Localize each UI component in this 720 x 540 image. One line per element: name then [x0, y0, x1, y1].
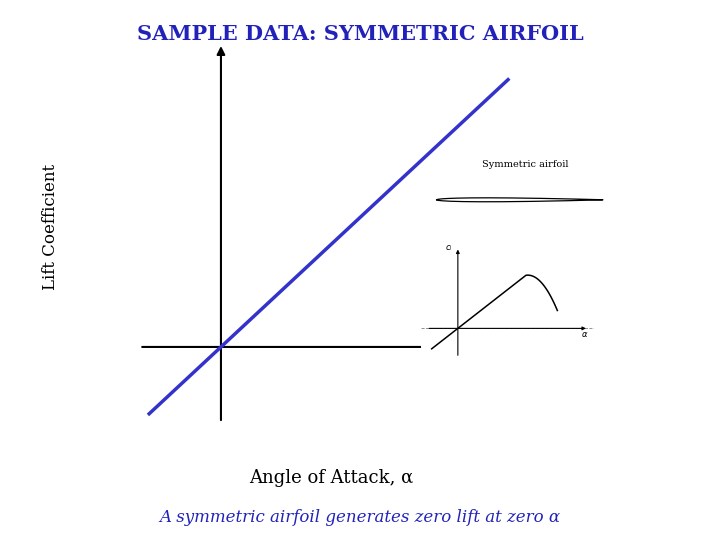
Text: α: α [582, 330, 587, 339]
Text: SAMPLE DATA: SYMMETRIC AIRFOIL: SAMPLE DATA: SYMMETRIC AIRFOIL [137, 24, 583, 44]
Title: Symmetric airfoil: Symmetric airfoil [482, 160, 569, 170]
Text: A symmetric airfoil generates zero lift at zero α: A symmetric airfoil generates zero lift … [159, 510, 561, 526]
Text: Angle of Attack, α: Angle of Attack, α [249, 469, 413, 487]
Text: cₗ: cₗ [445, 244, 451, 252]
Text: Lift Coefficient: Lift Coefficient [42, 164, 59, 290]
